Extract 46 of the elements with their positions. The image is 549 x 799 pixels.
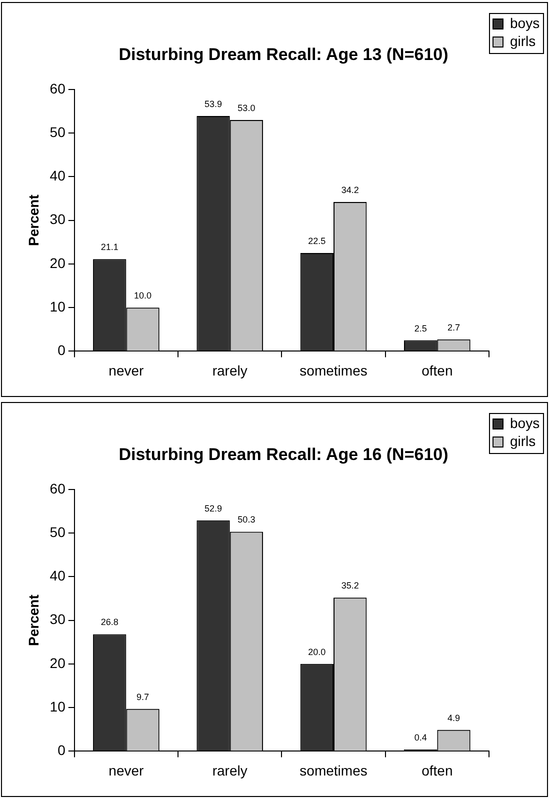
y-axis-title: Percent: [25, 194, 42, 246]
y-tick-label: 0: [58, 742, 66, 758]
data-label: 26.8: [100, 617, 118, 628]
data-label: 10.0: [134, 290, 152, 301]
y-tick-label: 50: [50, 124, 66, 140]
y-tick-label: 60: [50, 80, 66, 96]
legend-label: girls: [510, 432, 536, 449]
data-label: 2.7: [448, 322, 460, 332]
chart-title: Disturbing Dream Recall: Age 16 (N=610): [118, 444, 448, 464]
data-label: 0.4: [414, 732, 427, 742]
y-tick-label: 10: [50, 698, 66, 714]
x-tick-label: rarely: [212, 362, 248, 378]
data-label: 52.9: [204, 503, 222, 514]
x-tick-label: sometimes: [300, 762, 368, 778]
data-label: 53.0: [238, 102, 256, 113]
y-tick-label: 30: [50, 211, 66, 228]
x-tick-label: rarely: [212, 762, 248, 778]
y-tick-label: 40: [50, 568, 66, 584]
data-label: 34.2: [341, 184, 359, 195]
data-label: 35.2: [341, 580, 359, 591]
y-tick-label: 20: [50, 254, 66, 271]
chart-title: Disturbing Dream Recall: Age 13 (N=610): [118, 44, 448, 64]
x-tick-label: never: [108, 762, 144, 778]
legend-label: girls: [510, 32, 536, 49]
data-label: 2.5: [414, 323, 427, 334]
data-label: 53.9: [204, 99, 222, 109]
x-tick-label: sometimes: [300, 362, 368, 378]
x-tick-label: never: [108, 362, 144, 378]
x-tick-label: often: [422, 762, 453, 778]
y-tick-label: 10: [50, 298, 66, 314]
x-tick-label: often: [422, 362, 453, 378]
y-tick-label: 20: [50, 654, 66, 671]
y-tick-label: 30: [50, 611, 66, 628]
data-label: 9.7: [136, 692, 150, 702]
data-label: 50.3: [238, 514, 256, 525]
data-label: 4.9: [448, 712, 460, 723]
data-label: 20.0: [308, 646, 326, 657]
y-tick-label: 40: [50, 168, 66, 184]
y-tick-label: 60: [50, 480, 66, 496]
data-label: 22.5: [308, 236, 326, 246]
legend-label: boys: [510, 414, 540, 431]
y-tick-label: 50: [50, 524, 66, 540]
y-tick-label: 0: [58, 342, 66, 358]
y-axis-title: Percent: [25, 594, 42, 646]
data-label: 21.1: [100, 242, 118, 252]
legend-label: boys: [510, 14, 540, 31]
